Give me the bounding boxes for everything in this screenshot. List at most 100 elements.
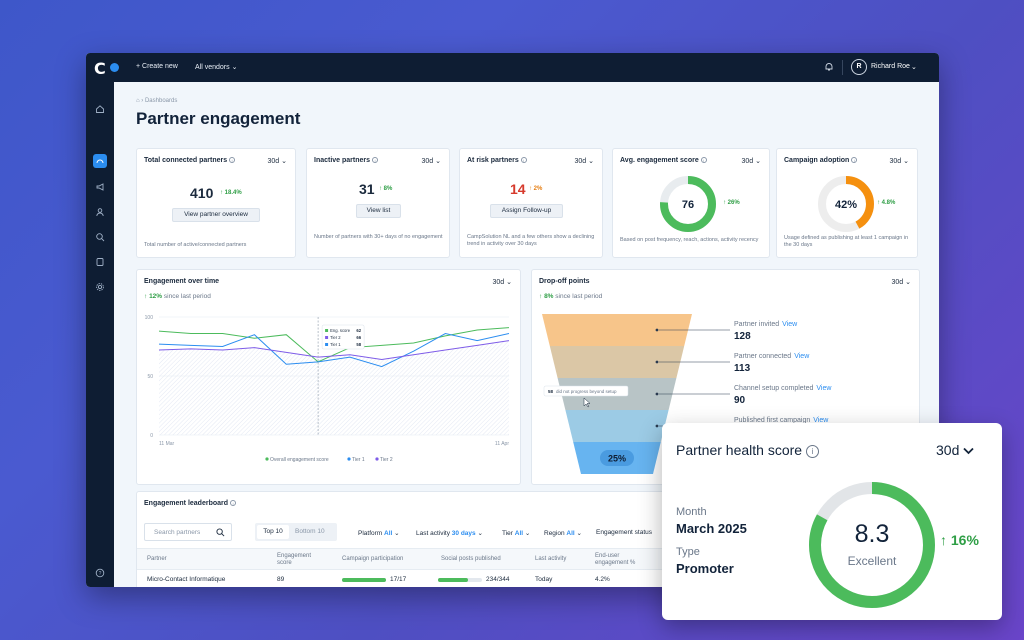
vendors-label: All vendors	[195, 64, 230, 71]
period-dropdown[interactable]: 30d ⌄	[421, 158, 442, 165]
kpi-description: Based on post frequency, reach, actions,…	[620, 237, 759, 243]
info-icon[interactable]: i	[230, 500, 237, 507]
cursor-icon	[583, 397, 591, 408]
breadcrumb-dashboards[interactable]: Dashboards	[144, 98, 178, 104]
x-tick-label: 11 Apr	[495, 441, 509, 447]
tooltip-label: Eng. score	[330, 328, 351, 333]
card-title: Engagement over time	[144, 278, 220, 285]
chevron-down-icon[interactable]: ⌄	[911, 64, 917, 71]
kpi-description: CampSolution NL and a few others show a …	[467, 234, 595, 247]
top-bar: C + Create new All vendors ⌄ R Richard R…	[86, 53, 939, 82]
tooltip-label: Tier 2	[330, 335, 341, 340]
search-users-icon[interactable]	[95, 232, 105, 242]
sidebar-item-dashboards[interactable]	[93, 154, 107, 168]
filter-region[interactable]: Region All ⌄	[544, 530, 582, 537]
campaign-participation: 17/17	[390, 576, 407, 583]
view-link[interactable]: View	[794, 353, 810, 360]
kpi-value: 14	[510, 181, 526, 197]
help-icon[interactable]: ?	[95, 568, 105, 578]
search-input[interactable]: Search partners	[144, 523, 232, 541]
kpi-title: Avg. engagement score i	[620, 157, 707, 164]
create-new-button[interactable]: + Create new	[136, 63, 178, 70]
column-engagement-score[interactable]: Engagement score	[277, 553, 312, 566]
filter-tier[interactable]: Tier All ⌄	[502, 530, 531, 537]
tab-top-10[interactable]: Top 10	[257, 525, 289, 539]
funnel-stage	[565, 410, 669, 442]
funnel-pct-pill	[600, 450, 634, 466]
home-icon[interactable]	[95, 104, 105, 114]
gear-icon[interactable]	[95, 282, 105, 292]
legend-dot	[375, 457, 379, 461]
kpi-card-inactive: Inactive partners i 30d ⌄ 31 ↑ 8% View li…	[306, 148, 450, 258]
tooltip-label: Tier 1	[330, 342, 341, 347]
kpi-delta: ↑ 4.8%	[877, 200, 896, 206]
topbar-divider	[842, 60, 843, 75]
home-icon[interactable]: ⌂	[136, 98, 140, 104]
series-line	[158, 332, 510, 368]
funnel-tooltip-text: did not progress beyond setup	[556, 389, 617, 394]
kpi-description: Number of partners with 30+ days of no e…	[314, 234, 443, 240]
health-period-dropdown[interactable]: 30d	[936, 442, 974, 458]
megaphone-icon[interactable]	[95, 182, 105, 192]
type-value: Promoter	[676, 561, 734, 576]
search-icon[interactable]	[216, 528, 225, 537]
user-name[interactable]: Richard Roe	[871, 63, 910, 70]
view-link[interactable]: View	[782, 321, 798, 328]
period-dropdown[interactable]: 30d ⌄	[267, 158, 288, 165]
view-link[interactable]: View	[813, 417, 829, 424]
view-partner-overview-button[interactable]: View partner overview	[172, 208, 260, 222]
funnel-tooltip: 58 did not progress beyond setup	[543, 385, 629, 397]
y-tick-label: 100	[145, 315, 154, 321]
kpi-description: Total number of active/connected partner…	[144, 242, 247, 248]
info-icon[interactable]: i	[229, 157, 236, 164]
kpi-value: 42%	[835, 199, 857, 211]
column-end-user-engagement[interactable]: End-user engagement %	[595, 553, 636, 566]
engagement-over-time-card: Engagement over time 30d ⌄ ↑ 12% since l…	[136, 269, 521, 485]
period-dropdown[interactable]: 30d ⌄	[891, 279, 912, 286]
filter-platform[interactable]: Platform All ⌄	[358, 530, 400, 537]
period-dropdown[interactable]: 30d ⌄	[574, 158, 595, 165]
engagement-line-chart[interactable]: 100 50 0 11 Mar 11 Apr Eng. score 62 Tier 2 66 Ti…	[137, 305, 522, 475]
column-campaign-participation[interactable]: Campaign participation	[342, 556, 404, 562]
period-dropdown[interactable]: 30d ⌄	[889, 158, 910, 165]
kpi-card-campaign-adoption: Campaign adoption i 30d ⌄ 42% ↑ 4.8% Usag…	[776, 148, 918, 258]
info-icon[interactable]: i	[520, 157, 527, 164]
kpi-title: At risk partners i	[467, 157, 527, 164]
info-icon[interactable]: i	[372, 157, 379, 164]
end-user-engagement: 4.2%	[595, 576, 610, 583]
avatar[interactable]: R	[851, 59, 867, 75]
page-title: Partner engagement	[136, 109, 301, 128]
contacts-icon[interactable]	[95, 257, 105, 267]
view-link[interactable]: View	[816, 385, 832, 392]
partner-health-card: Partner health score i 30d Month March 2…	[662, 423, 1002, 620]
funnel-stage-label: Partner invited View	[734, 321, 798, 328]
view-list-button[interactable]: View list	[356, 204, 401, 218]
series-line	[158, 340, 510, 360]
period-dropdown[interactable]: 30d ⌄	[741, 158, 762, 165]
vendors-dropdown[interactable]: All vendors ⌄	[195, 64, 238, 71]
kpi-description: Usage defined as publishing at least 1 c…	[784, 235, 909, 248]
column-social-posts[interactable]: Social posts published	[441, 556, 501, 562]
info-icon[interactable]: i	[851, 157, 858, 164]
filter-engagement-status[interactable]: Engagement status	[596, 529, 653, 536]
user-icon[interactable]	[95, 207, 105, 217]
period-dropdown[interactable]: 30d ⌄	[492, 279, 513, 286]
funnel-chart[interactable]: 58 did not progress beyond setup 25%	[532, 270, 921, 486]
funnel-stage-value: 128	[734, 331, 751, 342]
campaign-progress-bar	[342, 578, 386, 582]
funnel-marker	[655, 360, 659, 364]
info-icon[interactable]: i	[700, 157, 707, 164]
bell-icon[interactable]	[824, 62, 834, 72]
funnel-stage	[542, 314, 692, 346]
info-icon[interactable]: i	[805, 444, 819, 458]
legend-label: Tier 1	[352, 457, 365, 463]
app-logo[interactable]: C	[94, 59, 106, 78]
column-last-activity[interactable]: Last activity	[535, 556, 567, 562]
column-partner[interactable]: Partner	[147, 556, 167, 562]
assign-follow-up-button[interactable]: Assign Follow-up	[490, 204, 563, 218]
tooltip-swatch	[325, 329, 329, 332]
filter-last-activity[interactable]: Last activity 30 days ⌄	[416, 530, 483, 537]
partner-name[interactable]: Micro-Contact Informatique	[147, 576, 226, 583]
kpi-card-connected: Total connected partners i 30d ⌄ 410 ↑ 18…	[136, 148, 296, 258]
tab-bottom-10[interactable]: Bottom 10	[295, 528, 325, 535]
